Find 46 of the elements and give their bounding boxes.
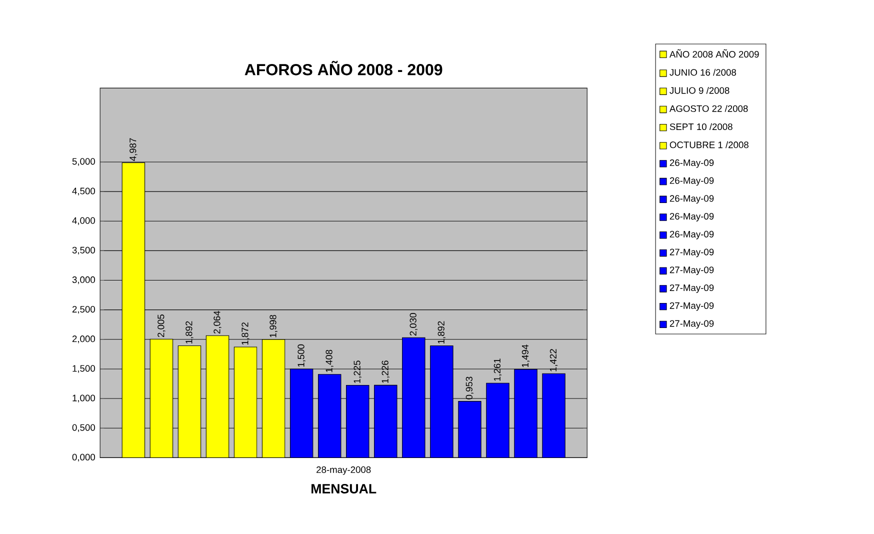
y-tick-label: 3,500 [72,246,96,255]
legend-label: JULIO 9 /2008 [670,87,730,94]
y-tick-label: 1,000 [72,394,96,403]
data-label: 1,872 [242,322,250,345]
legend-label: 27-May-09 [670,248,714,258]
x-tick-label: 28-may-2008 [316,466,371,475]
legend-label: 26-May-09 [670,195,714,204]
data-label: 2,030 [410,313,418,336]
chart-title: AFOROS AÑO 2008 - 2009 [244,61,442,76]
data-label: 0,953 [466,376,474,400]
legend-label: 26-May-09 [670,160,714,168]
legend-label: 27-May-09 [670,302,714,311]
legend-label: 26-May-09 [670,230,714,240]
legend-label: AGOSTO 22 /2008 [669,105,748,112]
legend-label: 27-May-09 [670,320,714,329]
data-label: 1,422 [550,349,558,372]
data-label: 1,500 [298,344,306,367]
y-tick-label: 3,000 [72,276,96,284]
data-label: 1,494 [522,344,530,368]
legend-label: SEPT 10 /2008 [670,123,732,130]
data-label: 1,225 [354,360,362,384]
data-label: 4,987 [130,138,138,162]
data-label: 1,892 [438,321,446,344]
y-tick-label: 5,000 [72,158,96,166]
y-tick-label: 0,000 [72,454,96,462]
legend-label: OCTUBRE 1 /2008 [670,141,748,148]
data-label: 2,064 [214,311,222,334]
y-tick-label: 2,500 [72,306,96,314]
x-axis-title: MENSUAL [312,484,376,494]
legend-label: AÑO 2008 AÑO 2009 [669,49,759,58]
data-label: 1,892 [186,321,194,344]
legend-label: 26-May-09 [670,213,714,222]
y-tick-label: 4,000 [72,217,96,226]
legend-label: 26-May-09 [670,177,714,186]
y-tick-label: 0,500 [72,424,96,432]
legend-label: 27-May-09 [670,266,714,276]
data-label: 1,408 [326,350,334,372]
data-label: 2,005 [158,314,166,338]
data-label: 1,226 [382,360,390,383]
y-tick-label: 1,500 [72,365,96,373]
legend-label: 27-May-09 [670,284,714,294]
legend-label: JUNIO 16 /2008 [670,68,736,76]
y-tick-label: 2,000 [72,336,96,344]
data-label: 1,998 [270,315,278,338]
y-tick-label: 4,500 [72,188,96,196]
data-label: 1,261 [494,358,502,381]
